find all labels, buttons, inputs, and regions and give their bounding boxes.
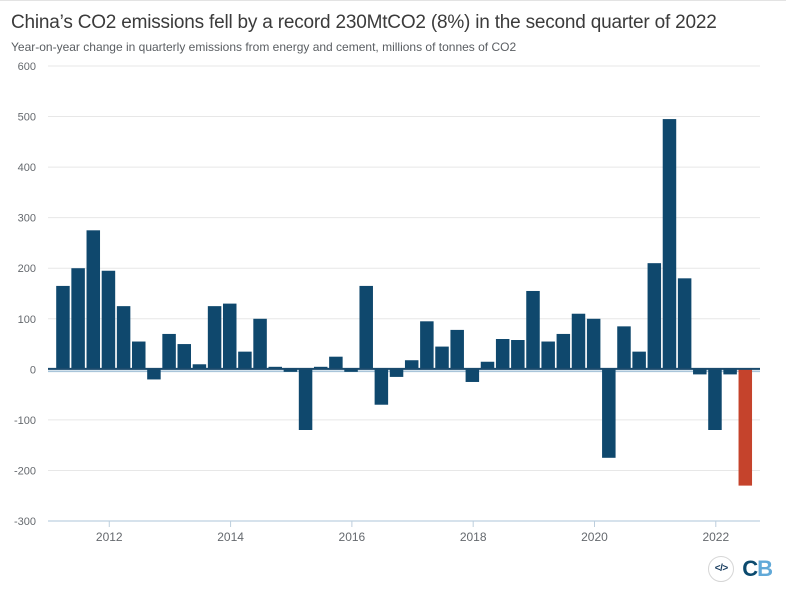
code-icon: </> [714, 563, 728, 574]
bar-2013-Q4[interactable] [222, 303, 237, 370]
y-axis-label: 600 [18, 61, 36, 73]
bar-2014-Q2[interactable] [253, 318, 267, 370]
embed-button[interactable]: </> [708, 556, 735, 582]
chart-title: China’s CO2 emissions fell by a record 2… [11, 12, 717, 33]
bar-2020-Q2[interactable] [617, 326, 631, 370]
bar-2011-Q1[interactable] [56, 285, 70, 370]
bar-2015-Q1[interactable] [298, 369, 313, 430]
bar-2012-Q4[interactable] [162, 333, 176, 370]
bar-2013-Q2[interactable] [192, 364, 207, 370]
bar-2018-Q1[interactable] [480, 361, 495, 370]
bar-2013-Q1[interactable] [177, 344, 192, 370]
bar-2020-Q4[interactable] [647, 263, 662, 370]
bar-2017-Q3[interactable] [450, 329, 464, 370]
y-axis-label: 200 [18, 263, 36, 275]
bar-2017-Q4[interactable] [465, 369, 480, 382]
bar-2016-Q1[interactable] [359, 285, 373, 370]
bar-2011-Q4[interactable] [101, 270, 116, 370]
bar-2016-Q2[interactable] [374, 369, 389, 405]
bar-2011-Q3[interactable] [86, 230, 101, 370]
bar-2011-Q2[interactable] [71, 268, 85, 370]
x-axis-label: 2012 [96, 530, 123, 544]
logo-letter-b: B [757, 556, 773, 581]
y-axis-label: -300 [14, 516, 36, 528]
bar-2021-Q2[interactable] [677, 278, 692, 370]
bar-2018-Q2[interactable] [495, 339, 510, 370]
logo-letter-c: C [742, 556, 758, 581]
bar-2021-Q3[interactable] [693, 369, 707, 375]
bar-2017-Q1[interactable] [420, 321, 434, 370]
y-axis-label: 100 [18, 314, 36, 326]
bar-2017-Q2[interactable] [435, 346, 449, 370]
bar-2012-Q3[interactable] [147, 369, 161, 380]
bar-2019-Q3[interactable] [571, 313, 586, 370]
bar-2015-Q4[interactable] [344, 369, 358, 372]
y-axis-label: 300 [18, 213, 36, 225]
bar-2020-Q1[interactable] [602, 369, 616, 458]
bar-2014-Q1[interactable] [238, 351, 252, 370]
bar-2018-Q3[interactable] [511, 340, 525, 370]
x-axis-label: 2022 [702, 530, 729, 544]
x-axis-label: 2020 [581, 530, 608, 544]
bar-2021-Q4[interactable] [708, 369, 722, 430]
bar-2019-Q4[interactable] [586, 318, 601, 370]
bar-2022-Q2[interactable] [738, 369, 753, 486]
bar-2015-Q3[interactable] [329, 356, 343, 370]
x-axis-label: 2016 [339, 530, 366, 544]
bar-2012-Q1[interactable] [116, 306, 131, 370]
bar-2013-Q3[interactable] [207, 306, 222, 370]
y-axis-label: 0 [30, 364, 36, 376]
bar-2016-Q3[interactable] [389, 369, 404, 377]
emissions-bar-chart: 600 500 400 300 200 100 0 -100 -200 -300 2012 2014 2… [14, 61, 760, 544]
bar-2022-Q1[interactable] [723, 369, 737, 375]
bar-2012-Q2[interactable] [132, 341, 146, 370]
y-axis-label: 400 [18, 162, 36, 174]
bar-2019-Q2[interactable] [556, 333, 571, 370]
bar-2018-Q4[interactable] [526, 290, 540, 370]
x-axis-label: 2014 [217, 530, 244, 544]
bar-2014-Q4[interactable] [283, 369, 298, 372]
x-axis-label: 2018 [460, 530, 487, 544]
y-axis-label: -200 [14, 465, 36, 477]
chart-subtitle: Year-on-year change in quarterly emissio… [11, 40, 517, 54]
y-axis-label: 500 [18, 112, 36, 124]
y-axis-label: -100 [14, 415, 36, 427]
bar-2021-Q1[interactable] [662, 119, 677, 370]
bar-2020-Q3[interactable] [632, 351, 646, 370]
bar-2019-Q1[interactable] [541, 341, 555, 370]
bar-2016-Q4[interactable] [404, 360, 419, 370]
